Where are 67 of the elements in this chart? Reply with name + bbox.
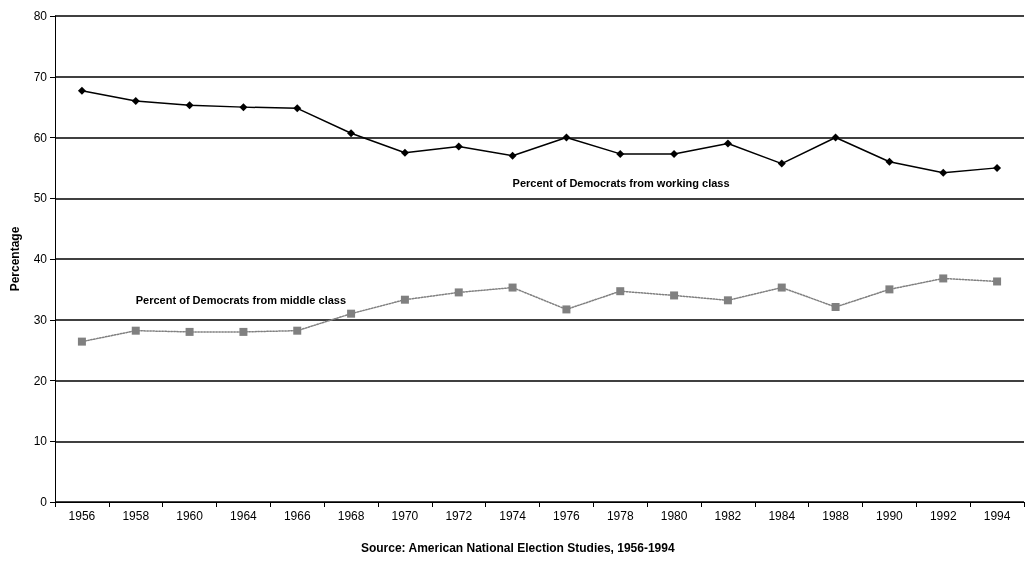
point <box>723 296 732 305</box>
y-tick-label: 0 <box>40 495 48 509</box>
point <box>77 86 86 95</box>
point <box>347 129 356 138</box>
x-tick-label: 1958 <box>122 509 150 523</box>
point <box>777 283 786 292</box>
point <box>131 326 140 335</box>
x-tick-label: 1956 <box>68 509 96 523</box>
y-tick-label: 80 <box>33 9 48 23</box>
point <box>131 97 140 106</box>
point <box>347 309 356 318</box>
point <box>185 101 194 110</box>
x-tick-label: 1966 <box>283 509 311 523</box>
x-tick-label: 1970 <box>391 509 419 523</box>
point <box>939 168 948 177</box>
point <box>400 295 409 304</box>
point <box>723 139 732 148</box>
series-label: Percent of Democrats from middle class <box>135 294 347 307</box>
point <box>831 302 840 311</box>
point <box>993 163 1002 172</box>
point <box>993 277 1002 286</box>
x-tick-label: 1976 <box>553 509 581 523</box>
point <box>616 287 625 296</box>
point <box>885 285 894 294</box>
point <box>400 148 409 157</box>
y-tick-label: 50 <box>33 191 48 206</box>
point <box>508 151 517 160</box>
point <box>670 291 679 300</box>
series-label: Percent of Democrats from working class <box>512 177 730 190</box>
y-tick-label: 30 <box>33 312 48 327</box>
point <box>670 149 679 158</box>
point <box>562 133 571 142</box>
y-tick-label: 10 <box>33 434 48 449</box>
x-tick-label: 1974 <box>499 509 527 523</box>
y-tick-label: 70 <box>33 69 48 84</box>
point <box>939 274 948 283</box>
point <box>185 327 194 336</box>
point <box>293 104 302 113</box>
point <box>616 149 625 158</box>
x-tick-label: 1978 <box>606 509 634 523</box>
x-tick-label: 1960 <box>176 509 204 523</box>
x-tick-label: 1994 <box>983 509 1011 523</box>
y-axis-title: Percentage <box>8 226 22 292</box>
point <box>508 283 517 292</box>
source-note: Source: American National Election Studies, 1956-1994 <box>360 541 675 555</box>
x-tick-label: 1992 <box>929 509 957 523</box>
x-tick-label: 1982 <box>714 509 742 523</box>
y-tick-label: 60 <box>33 130 48 145</box>
point <box>831 133 840 142</box>
point <box>777 159 786 168</box>
point <box>454 288 463 297</box>
x-tick-label: 1968 <box>337 509 365 523</box>
x-tick-label: 1984 <box>768 509 796 523</box>
x-tick-label: 1990 <box>876 509 904 523</box>
x-tick-label: 1964 <box>230 509 258 523</box>
point <box>239 103 248 112</box>
x-tick-label: 1988 <box>822 509 850 523</box>
point <box>562 305 571 314</box>
point <box>77 337 86 346</box>
y-tick-label: 20 <box>33 373 48 388</box>
point <box>239 327 248 336</box>
point <box>293 326 302 335</box>
x-tick-label: 1980 <box>660 509 688 523</box>
point <box>885 157 894 166</box>
y-tick-label: 40 <box>33 252 48 266</box>
x-tick-label: 1972 <box>445 509 473 523</box>
point <box>454 142 463 151</box>
